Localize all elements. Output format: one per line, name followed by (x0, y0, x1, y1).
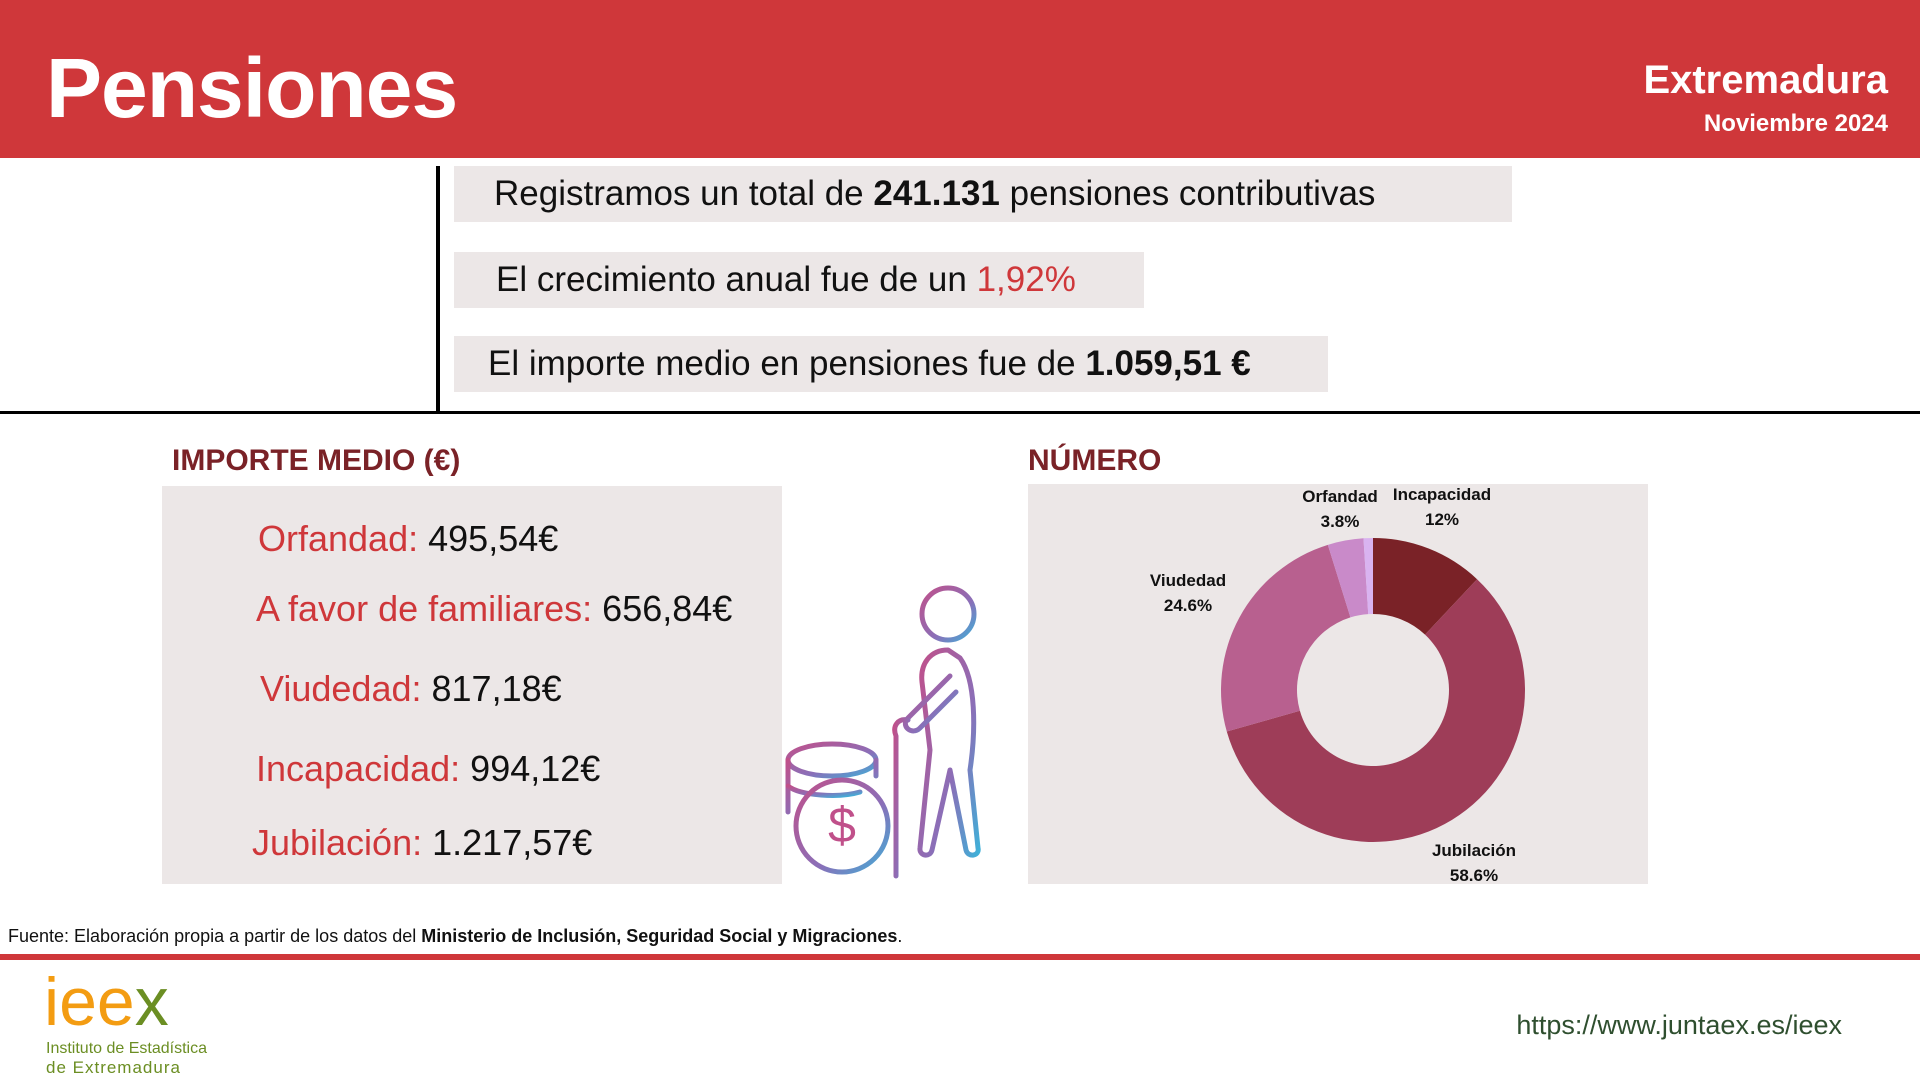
kpi-total-value: 241.131 (873, 174, 1000, 213)
dollar-coin-icon (793, 777, 891, 875)
slice-name-label: Jubilación (1432, 841, 1516, 860)
amounts-title: IMPORTE MEDIO (€) (172, 444, 461, 477)
slice-value-label: 24.6% (1164, 596, 1212, 615)
kpi-average-value: 1.059,51 € (1085, 344, 1251, 383)
donut-chart: Incapacidad 12% Jubilación 58.6% Viudedad 24.… (1150, 485, 1525, 884)
amount-row-incapacidad: Incapacidad: 994,12€ (256, 748, 600, 790)
coin-stack-icon (785, 741, 879, 779)
body-icon (917, 647, 981, 858)
header-bar: Pensiones Extremadura Noviembre 2024 (0, 0, 1920, 158)
chart-title: NÚMERO (1028, 444, 1162, 477)
cane-icon (892, 717, 911, 879)
slice-name-label: Orfandad (1302, 487, 1378, 506)
logo-i: i (44, 964, 60, 1040)
amounts-panel: Orfandad: 495,54€ A favor de familiares:… (162, 486, 782, 884)
logo-ee: ee (59, 964, 135, 1040)
amount-row-viudedad: Viudedad: 817,18€ (260, 668, 562, 710)
amount-row-jubilacion: Jubilación: 1.217,57€ (252, 822, 592, 864)
amount-value: 1.217,57€ (432, 822, 593, 863)
amount-value: 656,84€ (602, 588, 733, 629)
logo-subtitle-2: de Extremadura (46, 1058, 181, 1077)
amount-label: Incapacidad: (256, 748, 461, 789)
kpi-average: El importe medio en pensiones fue de 1.0… (454, 336, 1328, 392)
amount-label: A favor de familiares: (256, 588, 593, 629)
kpi-growth-value: 1,92% (976, 260, 1076, 299)
kpi-growth-prefix: El crecimiento anual fue de un (496, 260, 977, 299)
head-icon (919, 585, 977, 643)
website-link[interactable]: https://www.juntaex.es/ieex (1516, 1010, 1842, 1040)
vertical-divider (436, 166, 440, 412)
footer-rule (0, 954, 1920, 960)
donut-slice-orfandad (1327, 538, 1369, 618)
amount-value: 994,12€ (470, 748, 601, 789)
slice-value-label: 3.8% (1321, 512, 1360, 531)
amount-label: Jubilación: (252, 822, 423, 863)
amount-value: 817,18€ (431, 668, 562, 709)
kpi-total: Registramos un total de 241.131 pensione… (454, 166, 1512, 222)
chart-panel: Incapacidad 12% Jubilación 58.6% Viudedad 24.… (1028, 484, 1648, 884)
donut-slice-jubilación (1226, 579, 1525, 842)
slice-name-label: Incapacidad (1393, 485, 1491, 504)
horizontal-divider (0, 411, 1920, 414)
kpi-average-prefix: El importe medio en pensiones fue de (488, 344, 1086, 383)
logo-x: x (134, 964, 169, 1040)
arm-icon (902, 673, 959, 734)
donut-slice-incapacidad (1373, 538, 1478, 635)
donut-slice-viudedad (1221, 544, 1351, 732)
slice-value-label: 12% (1425, 510, 1459, 529)
ieex-logo: ieex (44, 968, 169, 1036)
kpi-total-prefix: Registramos un total de (494, 174, 874, 213)
date-label: Noviembre 2024 (1703, 110, 1888, 137)
source-note: Fuente: Elaboración propia a partir de l… (8, 926, 902, 947)
kpi-total-suffix: pensiones contributivas (999, 174, 1376, 213)
region-label: Extremadura (1643, 58, 1888, 102)
source-prefix: Fuente: Elaboración propia a partir de l… (8, 926, 422, 946)
page-title: Pensiones (46, 41, 458, 135)
pensioner-illustration: $ (785, 585, 981, 879)
svg-text:$: $ (828, 797, 856, 853)
source-bold: Ministerio de Inclusión, Seguridad Socia… (421, 926, 898, 946)
amount-value: 495,54€ (428, 518, 559, 559)
amount-row-orfandad: Orfandad: 495,54€ (258, 518, 558, 560)
donut-slice-other (1363, 538, 1373, 615)
slice-name-label: Viudedad (1150, 571, 1226, 590)
slice-value-label: 58.6% (1450, 866, 1498, 884)
amount-label: Viudedad: (260, 668, 422, 709)
kpi-growth: El crecimiento anual fue de un 1,92% (454, 252, 1144, 308)
amount-label: Orfandad: (258, 518, 419, 559)
amount-row-familiares: A favor de familiares: 656,84€ (256, 588, 732, 630)
source-suffix: . (897, 926, 903, 946)
logo-subtitle-1: Instituto de Estadística (46, 1040, 207, 1057)
